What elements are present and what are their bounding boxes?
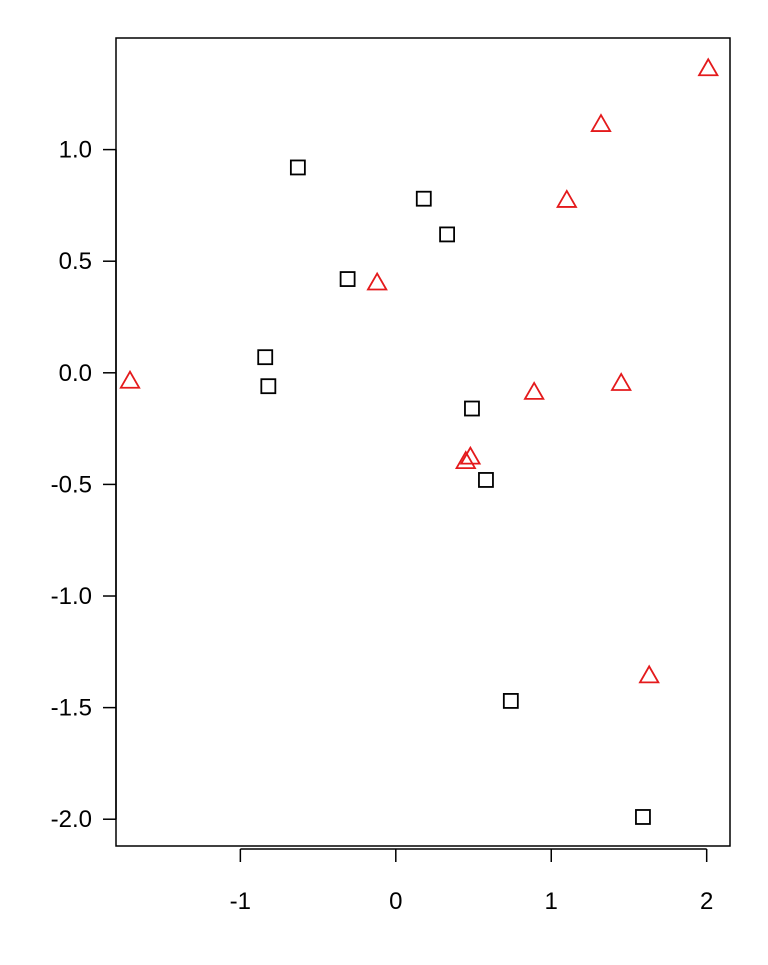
square-point: [478, 472, 494, 488]
square-point: [260, 378, 277, 395]
square-point: [289, 159, 306, 176]
x-tick-label: 2: [700, 888, 713, 915]
y-axis-ticks: -2.0 -1.5 -1.0 -0.5 0.0 0.5 1.0: [51, 137, 116, 833]
y-tick-label: 0.0: [59, 360, 92, 387]
y-tick-label: -2.0: [51, 806, 92, 833]
x-tick-label: -1: [230, 888, 251, 915]
square-point: [257, 349, 274, 366]
square-point: [464, 400, 480, 417]
y-tick-label: 1.0: [59, 137, 92, 164]
triangle-point: [590, 113, 612, 132]
x-tick-label: 1: [545, 888, 558, 915]
square-point: [502, 693, 519, 709]
x-tick-label: 0: [389, 888, 402, 915]
data-points: [119, 57, 719, 825]
triangle-point: [610, 372, 632, 391]
square-point: [635, 809, 651, 825]
y-tick-label: -0.5: [51, 471, 92, 498]
y-tick-label: 0.5: [59, 248, 92, 275]
triangle-point: [638, 664, 660, 684]
triangle-point: [454, 450, 477, 469]
triangle-point: [556, 189, 578, 208]
triangle-point: [697, 57, 719, 77]
square-point: [439, 226, 455, 243]
triangle-point: [119, 369, 141, 389]
triangle-point: [459, 445, 482, 465]
square-point: [415, 190, 432, 207]
y-tick-label: -1.5: [51, 695, 92, 722]
y-tick-label: -1.0: [51, 583, 92, 610]
plot-area-box: [115, 37, 731, 847]
triangle-point: [523, 381, 545, 400]
triangle-point: [366, 271, 388, 291]
square-point: [339, 271, 356, 287]
x-axis-ticks: -1 0 1 2: [230, 849, 713, 915]
